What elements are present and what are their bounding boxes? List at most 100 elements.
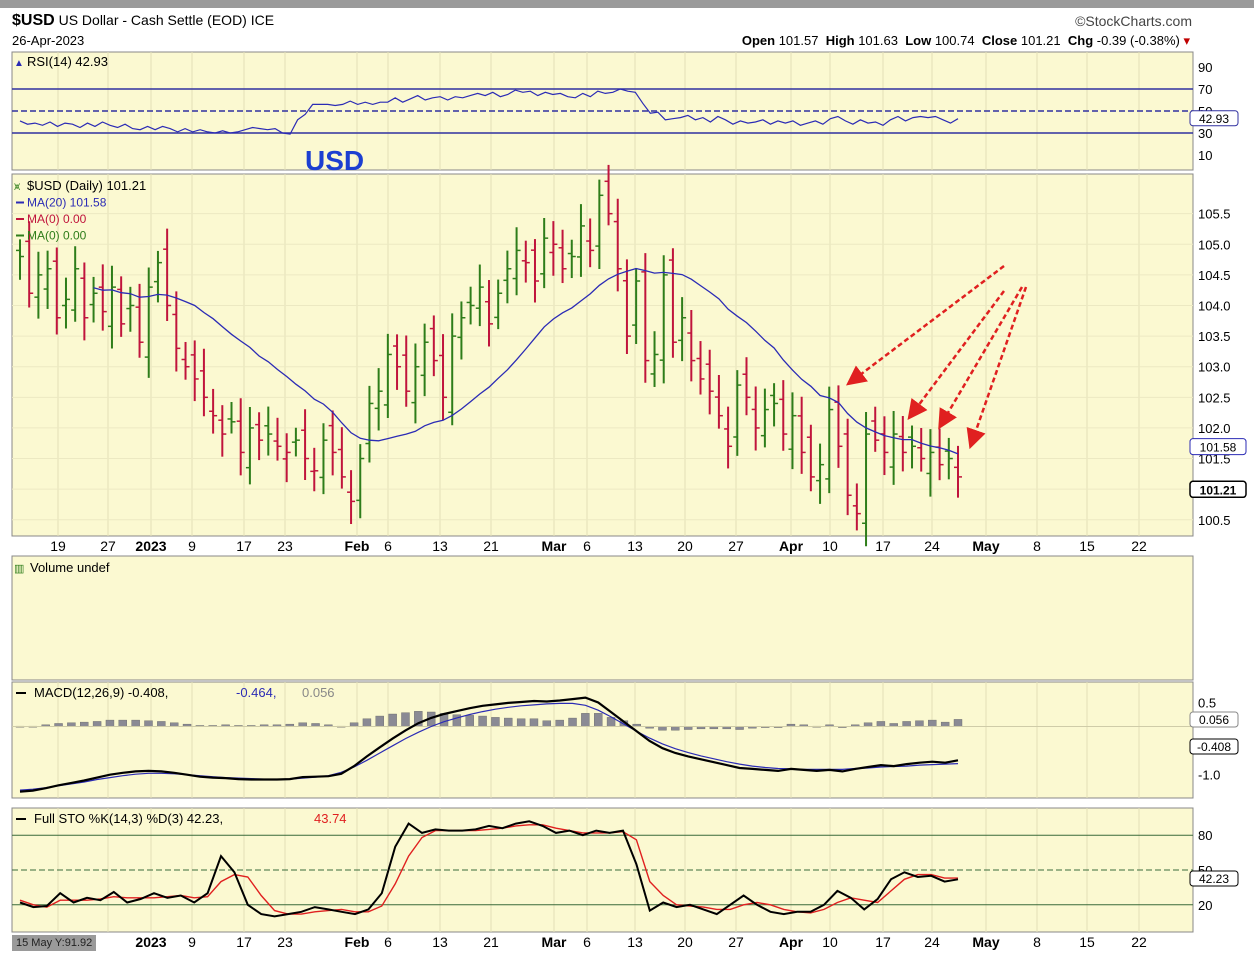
price-value-badge-text: 101.21 — [1200, 483, 1237, 497]
price-tick-label: 103.5 — [1198, 329, 1231, 344]
macd-histogram-bar — [349, 722, 359, 727]
price-date-label: 17 — [236, 538, 252, 554]
macd-histogram-bar — [876, 721, 886, 727]
macd-histogram-bar — [478, 715, 487, 727]
price-date-label: 27 — [100, 538, 116, 554]
macd-histogram-bar — [902, 721, 911, 727]
price-tick-label: 100.5 — [1198, 513, 1231, 528]
rsi-tick-label: 70 — [1198, 82, 1212, 97]
sto-date-label: 13 — [627, 934, 643, 950]
red-arrow — [966, 286, 1028, 450]
macd-histogram-bar — [362, 718, 372, 727]
price-legend-main: $USD (Daily) 101.21 — [27, 178, 146, 193]
macd-histogram-bar — [671, 726, 680, 731]
sto-date-label: Feb — [345, 934, 370, 950]
red-arrow — [938, 286, 1024, 430]
macd-histogram-bar — [928, 719, 937, 727]
macd-legend-hist: 0.056 — [302, 685, 335, 700]
macd-histogram-bar — [529, 718, 539, 727]
macd-histogram-bar — [863, 722, 873, 727]
price-tick-label: 102.0 — [1198, 421, 1231, 436]
macd-histogram-bar — [555, 719, 564, 727]
symbol-name: US Dollar - Cash Settle (EOD) — [58, 12, 247, 28]
price-tick-label: 103.0 — [1198, 360, 1231, 375]
sto-date-label: 9 — [188, 934, 196, 950]
down-triangle-icon: ▾ — [1179, 33, 1190, 48]
rsi-value-badge-text: 42.93 — [1199, 112, 1229, 126]
sto-date-label: 6 — [384, 934, 392, 950]
macd-histogram-bar — [658, 726, 667, 731]
price-tick-label: 105.5 — [1198, 207, 1231, 222]
price-tick-label: 102.5 — [1198, 390, 1231, 405]
panel-price-background — [11, 173, 1194, 537]
macd-histogram-bar — [388, 713, 397, 727]
sto-k-line — [19, 820, 959, 918]
macd-histogram-bar — [169, 722, 179, 727]
brand-name: StockCharts.com — [1085, 13, 1192, 29]
sto-date-label: 22 — [1131, 934, 1147, 950]
rsi-value-badge — [1189, 110, 1239, 127]
price-legend-icon: ⩙ — [14, 181, 20, 193]
chg-label: Chg — [1067, 33, 1094, 48]
sto-date-label: 10 — [822, 934, 838, 950]
sto-tick-label: 20 — [1198, 898, 1212, 913]
macd-value-badge — [1189, 738, 1239, 755]
macd-histogram-bar — [568, 717, 577, 727]
chart-date: 26-Apr-2023 — [12, 33, 85, 48]
sto-value-badge-text: 42.23 — [1199, 872, 1229, 886]
window-top-bar — [0, 0, 1254, 8]
macd-tick-label: 0.5 — [1198, 695, 1216, 710]
price-date-label: 9 — [188, 538, 196, 554]
price-date-label: 22 — [1131, 538, 1147, 554]
sto-date-label: 8 — [1033, 934, 1041, 950]
macd-histogram-bar — [67, 722, 76, 727]
macd-histogram-bar — [298, 722, 307, 727]
sto-date-label: May — [972, 934, 999, 950]
panel-vol-background — [11, 555, 1194, 681]
price-date-label: 6 — [384, 538, 392, 554]
sto-date-label: 6 — [583, 934, 591, 950]
high-value: 101.63 — [858, 33, 898, 48]
macd-histogram-bar — [144, 720, 153, 727]
close-label: Close — [981, 33, 1018, 48]
hover-readout: 15 May Y:91.92 — [12, 935, 97, 951]
macd-histogram-bar — [504, 717, 513, 727]
sto-date-label: 24 — [924, 934, 940, 950]
macd-legend-signal: -0.464, — [236, 685, 276, 700]
macd-legend-main: MACD(12,26,9) -0.408, — [34, 685, 168, 700]
sto-date-label: Mar — [542, 934, 567, 950]
red-arrow — [907, 290, 1006, 421]
price-tick-label: 105.0 — [1198, 237, 1231, 252]
price-date-label: 8 — [1033, 538, 1041, 554]
sto-date-label: 2023 — [135, 934, 166, 950]
price-tick-label: 104.0 — [1198, 298, 1231, 313]
macd-histogram-bar — [581, 713, 590, 727]
sto-date-label: 15 — [1079, 934, 1095, 950]
sto-date-label: 13 — [432, 934, 448, 950]
rsi-legend-icon: ▲ — [14, 58, 24, 69]
volume-legend: Volume undef — [30, 560, 110, 575]
macd-histogram-bar — [105, 719, 115, 727]
price-date-label: 17 — [875, 538, 891, 554]
macd-histogram — [15, 711, 963, 731]
macd-histogram-bar — [491, 717, 500, 727]
macd-histogram-bar — [131, 719, 140, 727]
sto-legend-d: 43.74 — [314, 811, 347, 826]
macd-histogram-bar — [594, 713, 603, 727]
macd-histogram-bar — [915, 720, 924, 727]
sto-date-label: 23 — [277, 934, 293, 950]
price-date-label: 23 — [277, 538, 293, 554]
sto-date-label: 27 — [728, 934, 744, 950]
brand-logo[interactable]: ©StockCharts.com — [1075, 13, 1192, 29]
high-label: High — [825, 33, 855, 48]
sto-date-label: 20 — [677, 934, 693, 950]
price-tick-label: 101.5 — [1198, 452, 1231, 467]
price-date-label: Feb — [345, 538, 370, 554]
chg-value: -0.39 (-0.38%) — [1096, 33, 1180, 48]
macd-histogram-bar — [516, 718, 526, 727]
price-date-label: Mar — [542, 538, 567, 554]
rsi-legend: RSI(14) 42.93 — [27, 54, 108, 69]
sto-date-label: 21 — [483, 934, 499, 950]
macd-histogram-bar — [401, 712, 410, 727]
